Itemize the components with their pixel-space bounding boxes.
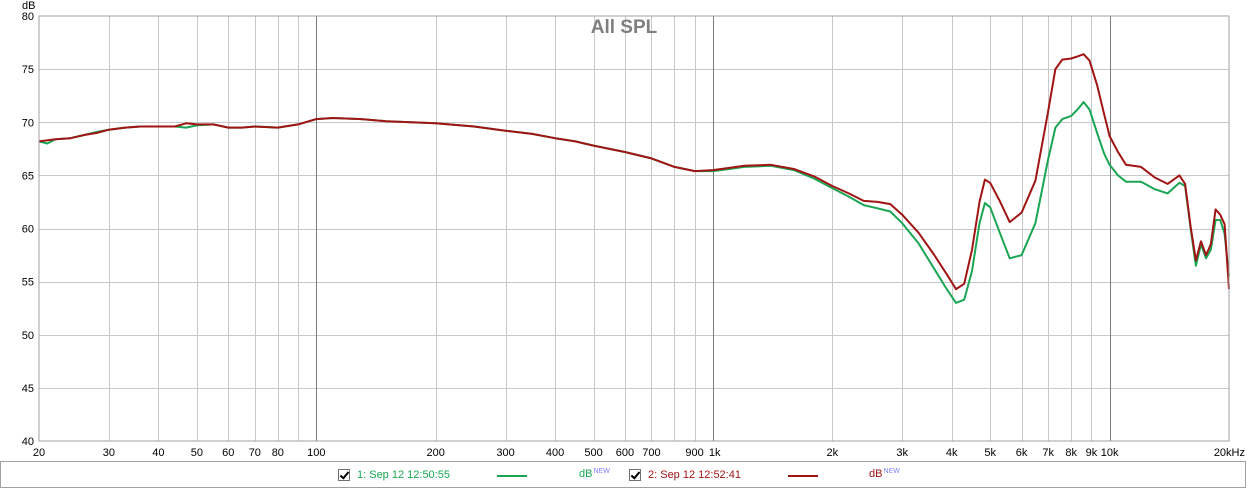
y-tick-label: 40 <box>22 436 34 448</box>
x-tick-label: 5k <box>984 447 996 459</box>
y-tick-label: 60 <box>22 224 34 236</box>
x-tick-label: 7k <box>1042 447 1054 459</box>
x-tick-label: 400 <box>546 447 564 459</box>
plot-border <box>38 15 1230 442</box>
series-2-line <box>38 53 1230 291</box>
series-1-swatch <box>497 475 527 477</box>
x-tick-label: 10k <box>1101 447 1119 459</box>
x-tick-label: 20kHz <box>1214 447 1245 459</box>
x-tick-label: 6k <box>1016 447 1028 459</box>
x-tick-label: 200 <box>426 447 444 459</box>
series-1-unit-text: dB <box>579 468 593 480</box>
x-tick-label: 1k <box>709 447 721 459</box>
grid-lines <box>39 16 1229 441</box>
y-axis-label: dB <box>22 0 35 12</box>
x-tick-label: 4k <box>946 447 958 459</box>
frequency-response-chart: All SPL dB 80 75 70 65 60 55 50 45 40 20 30 40 50 60… <box>22 0 1245 459</box>
series-1-label: 1: Sep 12 12:50:55 <box>357 469 450 481</box>
x-tick-label: 60 <box>222 447 234 459</box>
y-tick-labels: 80 75 70 65 60 55 50 45 40 <box>22 11 34 448</box>
series-1-unit-sup: NEW <box>593 468 610 475</box>
y-tick-label: 65 <box>22 170 34 182</box>
series-2-label: 2: Sep 12 12:52:41 <box>648 469 741 481</box>
x-tick-label: 30 <box>103 447 115 459</box>
x-tick-label: 20 <box>33 447 45 459</box>
y-tick-label: 75 <box>22 64 34 76</box>
series-2-unit-text: dB <box>869 468 883 480</box>
x-tick-label: 8k <box>1065 447 1077 459</box>
y-tick-label: 55 <box>22 277 34 289</box>
y-tick-label: 45 <box>22 383 34 395</box>
x-tick-label: 2k <box>827 447 839 459</box>
series-2-checkbox[interactable] <box>629 469 641 481</box>
plot-area <box>39 16 1229 441</box>
series-2-unit: dBNEW <box>869 468 900 480</box>
series-2-unit-sup: NEW <box>883 468 900 475</box>
legend-entry-1[interactable]: 1: Sep 12 12:50:55 <box>338 467 450 483</box>
x-tick-label: 40 <box>152 447 164 459</box>
y-tick-label: 70 <box>22 117 34 129</box>
series-1-checkbox[interactable] <box>338 469 350 481</box>
chart-title: All SPL <box>591 17 658 38</box>
x-tick-label: 100 <box>307 447 325 459</box>
x-tick-labels: 20 30 40 50 60 70 80 100 200 300 400 500 600 700 900 1k… <box>33 447 1245 459</box>
x-tick-label: 80 <box>272 447 284 459</box>
legend-entry-2[interactable]: 2: Sep 12 12:52:41 <box>629 467 741 483</box>
x-tick-label: 3k <box>896 447 908 459</box>
x-tick-label: 70 <box>249 447 261 459</box>
y-tick-label: 50 <box>22 330 34 342</box>
x-tick-label: 50 <box>191 447 203 459</box>
x-tick-label: 300 <box>496 447 514 459</box>
series-2-swatch <box>788 475 818 477</box>
legend-bar: 1: Sep 12 12:50:55 dBNEW 2: Sep 12 12:52… <box>0 461 1246 488</box>
x-tick-label: 9k <box>1086 447 1098 459</box>
series-layer <box>38 53 1230 304</box>
series-1-unit: dBNEW <box>579 468 610 480</box>
x-tick-label: 500 <box>584 447 602 459</box>
y-tick-label: 80 <box>22 11 34 23</box>
x-tick-label: 600 <box>616 447 634 459</box>
x-tick-label: 900 <box>685 447 703 459</box>
x-tick-label: 700 <box>642 447 660 459</box>
